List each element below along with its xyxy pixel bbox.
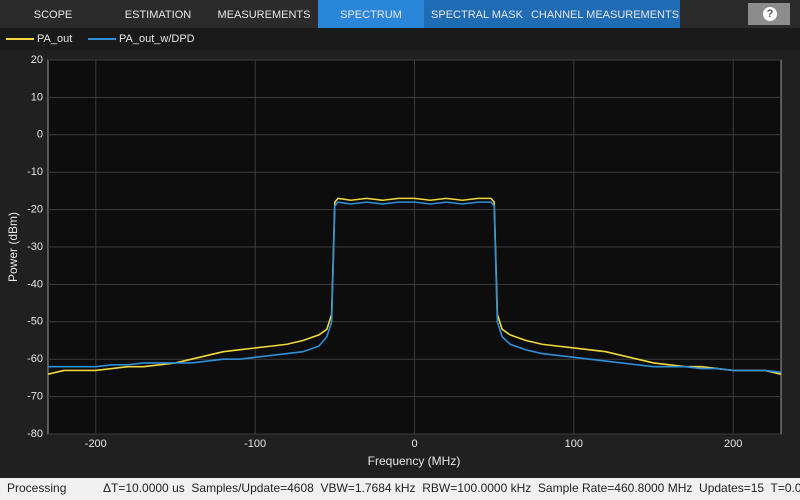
x-tick-label: -100 — [244, 438, 266, 450]
x-tick-label: 100 — [565, 438, 583, 450]
tab[interactable]: SPECTRUM — [340, 9, 402, 21]
y-axis-label: Power (dBm) — [6, 212, 20, 282]
help-icon — [763, 7, 777, 21]
y-tick-label: 20 — [31, 54, 43, 66]
series-line — [47, 197, 782, 375]
y-tick-label: -40 — [27, 278, 43, 290]
y-tick-label: -80 — [27, 428, 43, 440]
status-state: Processing — [7, 481, 66, 495]
y-tick-label: -50 — [27, 316, 43, 328]
x-tick-label: 0 — [411, 438, 417, 450]
help-label: ? — [767, 8, 774, 20]
legend-label: PA_out — [37, 33, 72, 45]
y-tick-label: -60 — [27, 353, 43, 365]
tab-active — [318, 0, 424, 28]
status-bar: Processing ΔT=10.0000 us Samples/Update=… — [0, 478, 800, 500]
status-info: ΔT=10.0000 us Samples/Update=4608 VBW=1.… — [103, 481, 800, 495]
legend-bar — [0, 28, 800, 50]
x-tick-label: 200 — [724, 438, 742, 450]
y-tick-label: -10 — [27, 166, 43, 178]
y-tick-label: 0 — [37, 129, 43, 141]
y-tick-label: 10 — [31, 91, 43, 103]
status-bg — [0, 478, 800, 500]
tab[interactable]: MEASUREMENTS — [218, 9, 311, 21]
y-tick-label: -70 — [27, 391, 43, 403]
y-tick-label: -30 — [27, 241, 43, 253]
series-line — [48, 201, 782, 374]
tab[interactable]: CHANNEL MEASUREMENTS — [531, 9, 679, 21]
x-axis-label: Frequency (MHz) — [368, 454, 461, 468]
tab[interactable]: ESTIMATION — [125, 9, 191, 21]
legend-label: PA_out_w/DPD — [119, 33, 195, 45]
y-tick-label: -20 — [27, 204, 43, 216]
tab[interactable]: SPECTRAL MASK — [431, 9, 524, 21]
tab[interactable]: SCOPE — [34, 9, 73, 21]
x-tick-label: -200 — [85, 438, 107, 450]
